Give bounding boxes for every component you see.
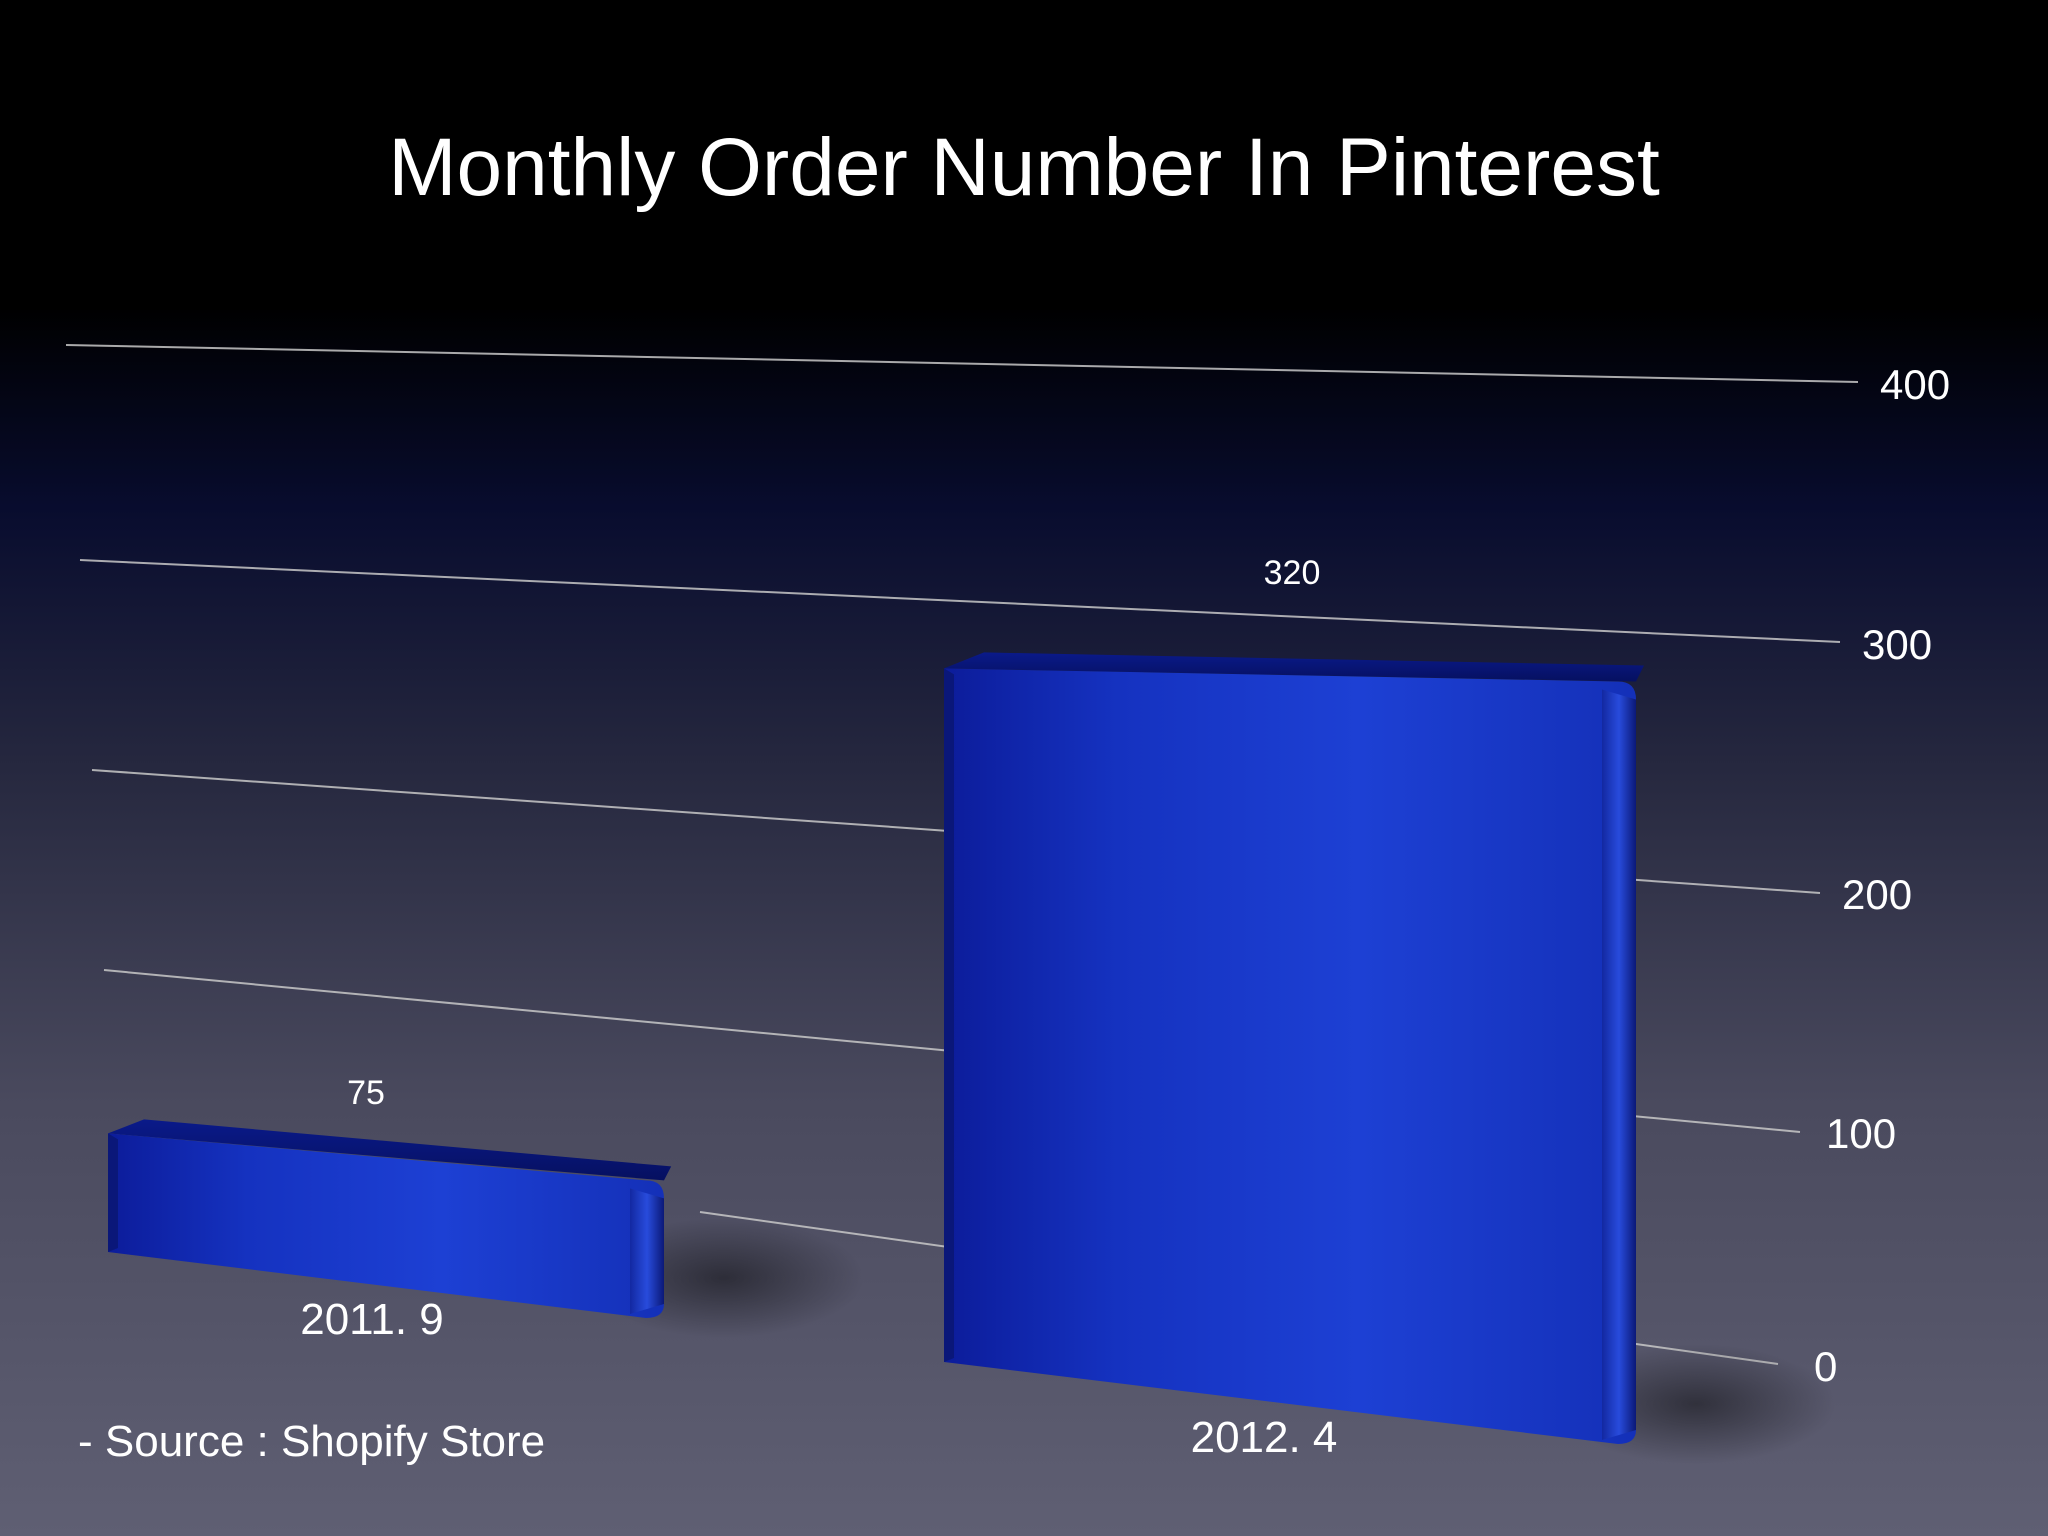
- chart-title: Monthly Order Number In Pinterest: [388, 122, 1660, 213]
- gridline-300: [79, 559, 1841, 643]
- source-note: - Source : Shopify Store: [78, 1417, 546, 1466]
- y-tick-label-400: 400: [1880, 361, 1950, 408]
- y-tick-label-0: 0: [1814, 1343, 1837, 1390]
- bar-top-1: [944, 652, 1644, 682]
- bar-front-0: [108, 1133, 664, 1318]
- y-tick-label-200: 200: [1842, 871, 1912, 918]
- data-label-1: 320: [1264, 554, 1321, 592]
- bar-top-0: [108, 1119, 672, 1181]
- bar-edge-0: [108, 1133, 118, 1252]
- bar-side-1: [1602, 689, 1636, 1440]
- data-label-0: 75: [347, 1074, 385, 1112]
- gridline-400: [65, 344, 1859, 383]
- y-tick-label-300: 300: [1862, 621, 1932, 668]
- category-label-1: 2012. 4: [1191, 1413, 1338, 1462]
- category-label-0: 2011. 9: [300, 1295, 444, 1344]
- bar-0: [108, 1119, 672, 1318]
- y-tick-label-100: 100: [1826, 1110, 1896, 1157]
- bar-1: [944, 652, 1644, 1444]
- bar-edge-1: [944, 668, 954, 1362]
- bar-side-0: [630, 1188, 664, 1314]
- bar-front-1: [944, 668, 1636, 1444]
